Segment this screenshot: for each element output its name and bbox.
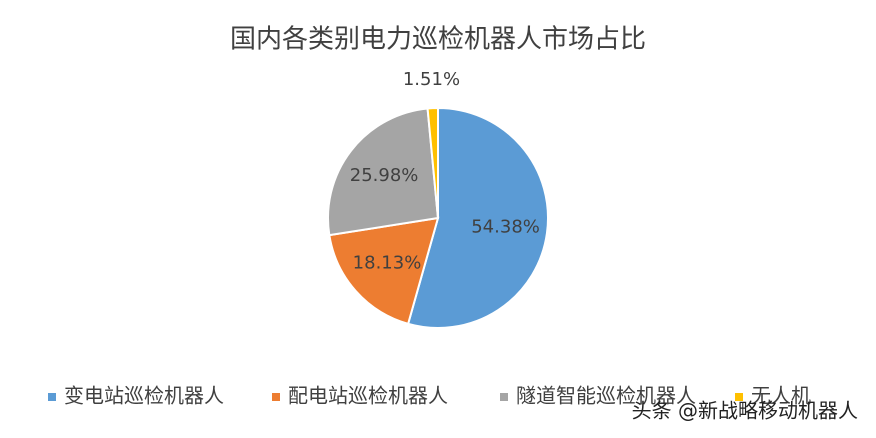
legend-marker bbox=[735, 393, 743, 401]
data-label: 1.51% bbox=[403, 69, 460, 90]
watermark: 头条 @新战略移动机器人 bbox=[632, 399, 858, 423]
pie-slice bbox=[327, 107, 440, 237]
legend-label: 隧道智能巡检机器人 bbox=[516, 384, 696, 408]
legend-label: 配电站巡检机器人 bbox=[288, 384, 448, 408]
pie-slice bbox=[328, 216, 440, 326]
chart-title: 国内各类别电力巡检机器人市场占比 bbox=[230, 25, 646, 55]
legend-marker bbox=[272, 393, 280, 401]
pie-slice bbox=[426, 106, 439, 219]
legend-label: 无人机 bbox=[751, 384, 811, 408]
pie-slice bbox=[406, 106, 549, 329]
data-label: 54.38% bbox=[471, 216, 540, 237]
legend-marker bbox=[48, 393, 56, 401]
data-label: 25.98% bbox=[350, 165, 419, 186]
data-label: 18.13% bbox=[353, 252, 422, 273]
legend-marker bbox=[500, 393, 508, 401]
legend-label: 变电站巡检机器人 bbox=[64, 384, 224, 408]
